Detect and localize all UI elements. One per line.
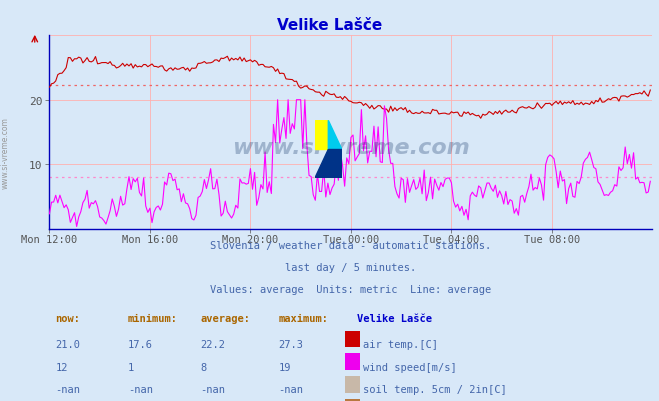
Text: maximum:: maximum:: [279, 313, 329, 323]
Text: 8: 8: [200, 362, 206, 372]
Text: average:: average:: [200, 313, 250, 323]
FancyBboxPatch shape: [345, 376, 360, 393]
Text: Slovenia / weather data - automatic stations.: Slovenia / weather data - automatic stat…: [210, 241, 492, 251]
Text: 22.2: 22.2: [200, 339, 225, 349]
Text: last day / 5 minutes.: last day / 5 minutes.: [285, 263, 416, 273]
Text: Values: average  Units: metric  Line: average: Values: average Units: metric Line: aver…: [210, 285, 492, 294]
Text: 1: 1: [128, 362, 134, 372]
Text: minimum:: minimum:: [128, 313, 178, 323]
FancyBboxPatch shape: [345, 353, 360, 370]
Text: now:: now:: [55, 313, 80, 323]
Text: 12: 12: [55, 362, 68, 372]
Text: -nan: -nan: [55, 385, 80, 394]
Text: www.si-vreme.com: www.si-vreme.com: [1, 117, 10, 188]
Text: soil temp. 5cm / 2in[C]: soil temp. 5cm / 2in[C]: [363, 385, 507, 394]
Text: Velike Lašče: Velike Lašče: [357, 313, 432, 323]
Text: 19: 19: [279, 362, 291, 372]
Text: Velike Lašče: Velike Lašče: [277, 18, 382, 33]
Text: air temp.[C]: air temp.[C]: [363, 339, 438, 349]
Text: 21.0: 21.0: [55, 339, 80, 349]
Text: 17.6: 17.6: [128, 339, 153, 349]
Text: wind speed[m/s]: wind speed[m/s]: [363, 362, 457, 372]
Text: -nan: -nan: [128, 385, 153, 394]
Text: -nan: -nan: [279, 385, 304, 394]
Text: 27.3: 27.3: [279, 339, 304, 349]
FancyBboxPatch shape: [345, 399, 360, 401]
Text: -nan: -nan: [200, 385, 225, 394]
FancyBboxPatch shape: [345, 331, 360, 348]
Text: www.si-vreme.com: www.si-vreme.com: [232, 138, 470, 158]
